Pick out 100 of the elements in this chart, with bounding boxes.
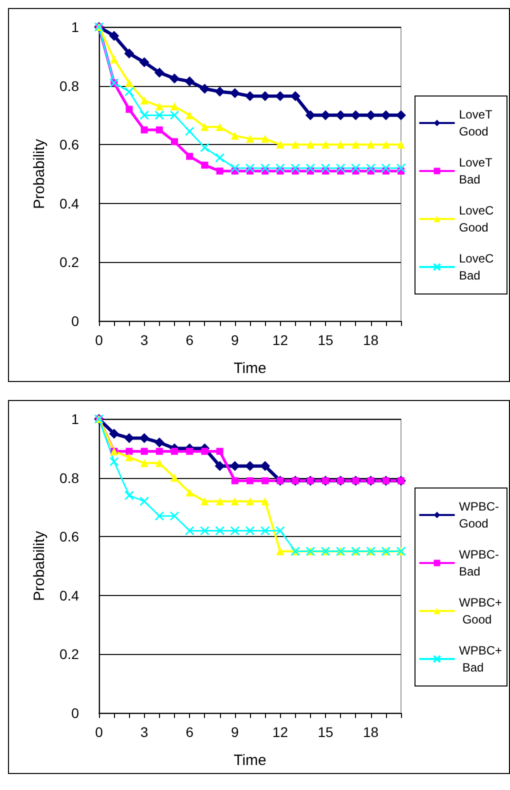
point	[200, 122, 209, 131]
point	[124, 86, 134, 96]
y-tick-label: 0.4	[60, 195, 80, 212]
point	[260, 91, 270, 102]
point	[124, 433, 134, 444]
point	[320, 163, 330, 173]
point	[245, 91, 255, 102]
point	[184, 526, 194, 536]
x-tick-label: 9	[231, 724, 239, 740]
point	[140, 459, 148, 468]
point	[110, 55, 118, 64]
legend-label: WPBC+ Bad	[459, 644, 502, 674]
point	[230, 526, 240, 536]
x-tick-label: 3	[140, 724, 148, 740]
x-tick-label: 12	[272, 332, 288, 348]
point	[336, 163, 346, 173]
x-tick-label: 15	[318, 724, 334, 740]
point	[155, 102, 164, 110]
point	[140, 448, 148, 455]
y-tick-label: 0.2	[60, 646, 80, 662]
x-tick-label: 3	[140, 332, 148, 348]
point	[109, 428, 120, 439]
point	[261, 497, 270, 506]
point	[139, 57, 150, 68]
legend-label: LoveT Good	[459, 108, 496, 138]
point	[260, 461, 270, 472]
point	[275, 163, 285, 173]
legend-label: WPBC+ Good	[459, 596, 502, 626]
x-tick-label: 6	[186, 724, 194, 740]
x-tick-label: 18	[363, 332, 379, 348]
point	[290, 91, 300, 102]
point	[155, 459, 164, 468]
point	[125, 78, 134, 87]
x-tick-label: 0	[95, 724, 104, 740]
point	[305, 110, 316, 120]
point	[245, 163, 255, 173]
point	[246, 134, 254, 143]
point	[200, 142, 210, 152]
x-tick-label: 6	[186, 332, 194, 348]
point	[124, 48, 134, 58]
point	[275, 526, 285, 536]
point	[245, 526, 255, 536]
point	[139, 433, 150, 444]
point	[246, 477, 254, 484]
point	[366, 140, 375, 149]
point	[260, 163, 270, 173]
point	[215, 526, 225, 536]
point	[156, 126, 163, 134]
point	[109, 456, 119, 466]
point	[170, 511, 180, 521]
point	[276, 140, 284, 149]
point	[140, 110, 150, 120]
point	[230, 88, 240, 98]
point	[200, 84, 210, 94]
point	[170, 110, 180, 120]
point	[261, 134, 270, 143]
point	[230, 163, 240, 173]
x-tick-label: 12	[272, 724, 288, 740]
legend-label: WPBC- Good	[459, 500, 502, 530]
y-tick-label: 1	[71, 19, 80, 35]
point	[231, 477, 238, 484]
point	[186, 488, 194, 496]
legend-label: LoveT Bad	[459, 156, 496, 186]
point	[124, 490, 134, 500]
point	[246, 497, 254, 506]
point	[201, 448, 208, 455]
x-axis-title: Time	[234, 360, 266, 377]
point	[154, 438, 164, 448]
y-tick-label: 0.2	[60, 254, 80, 270]
point	[170, 474, 178, 482]
y-tick-label: 0.6	[60, 528, 80, 545]
point	[200, 526, 210, 536]
point	[156, 448, 163, 455]
point	[216, 168, 224, 175]
point	[170, 102, 178, 110]
y-axis-title: Probability	[31, 530, 48, 602]
point	[230, 132, 239, 140]
point	[215, 153, 225, 163]
point	[245, 461, 255, 472]
x-tick-label: 18	[363, 724, 379, 740]
point	[214, 86, 225, 97]
point	[336, 140, 345, 149]
x-tick-label: 9	[231, 332, 239, 348]
legend-label: WPBC- Bad	[459, 548, 502, 578]
point	[154, 110, 164, 120]
point	[140, 96, 148, 104]
point	[397, 140, 405, 149]
point	[366, 110, 376, 120]
y-tick-label: 0	[71, 705, 80, 721]
point	[322, 140, 330, 149]
point	[201, 162, 208, 169]
x-tick-label: 15	[318, 332, 334, 348]
point	[184, 76, 195, 86]
point	[396, 163, 406, 173]
point	[186, 448, 194, 455]
legend-label: LoveC Bad	[459, 252, 498, 282]
point	[216, 122, 224, 131]
point	[216, 448, 224, 455]
point	[170, 73, 180, 84]
legend-label: LoveC Good	[459, 204, 498, 234]
